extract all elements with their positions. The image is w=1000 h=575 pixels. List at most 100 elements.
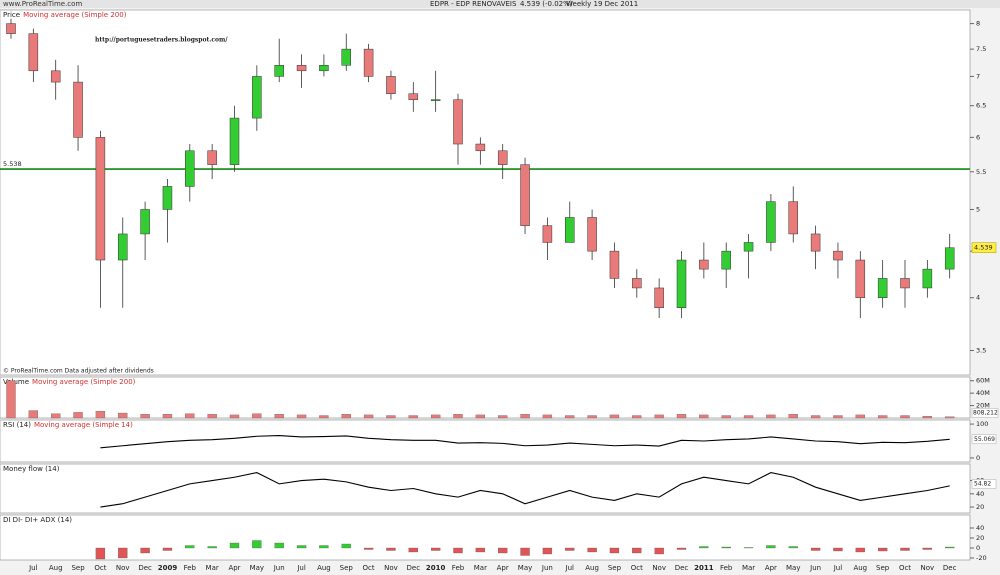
bar bbox=[609, 547, 620, 554]
bar bbox=[587, 415, 597, 419]
y-tick-label: 20 bbox=[976, 534, 984, 542]
bar bbox=[833, 415, 843, 419]
x-tick-label: Apr bbox=[765, 564, 777, 572]
candle-body bbox=[252, 76, 262, 119]
bar bbox=[699, 414, 709, 419]
candle-body bbox=[810, 233, 821, 252]
last-value-label: 54.82 bbox=[974, 480, 991, 487]
x-tick-label: Nov bbox=[652, 564, 666, 572]
site-name: www.ProRealTime.com bbox=[3, 0, 82, 8]
candle-body bbox=[118, 233, 128, 261]
last-price-label: 4.539 bbox=[974, 244, 993, 252]
x-tick-label: Aug bbox=[853, 564, 867, 572]
y-tick-label: 8 bbox=[976, 20, 980, 28]
candle-body bbox=[520, 164, 530, 226]
candle-body bbox=[788, 201, 798, 235]
candle-body bbox=[229, 117, 240, 165]
panel-title: RSI (14) bbox=[3, 421, 31, 429]
bar bbox=[118, 547, 128, 559]
y-tick-label: 3.5 bbox=[976, 347, 986, 355]
y-tick-label: 100 bbox=[976, 420, 988, 428]
candle-body bbox=[654, 287, 664, 308]
bar bbox=[296, 414, 307, 419]
candle-body bbox=[28, 33, 39, 72]
bar bbox=[855, 414, 865, 419]
x-tick-label: Sep bbox=[340, 564, 354, 572]
bar bbox=[721, 546, 731, 549]
x-tick-label: Sep bbox=[71, 564, 85, 572]
candle-body bbox=[408, 93, 419, 100]
x-tick-label: Apr bbox=[228, 564, 240, 572]
bar bbox=[274, 542, 284, 549]
candle-body bbox=[766, 201, 776, 243]
bar bbox=[788, 546, 798, 549]
bar bbox=[140, 414, 150, 419]
x-tick-label: Mar bbox=[206, 564, 219, 572]
y-tick-label: 5.5 bbox=[976, 168, 986, 176]
candle-body bbox=[565, 217, 575, 243]
bar bbox=[900, 415, 910, 419]
bar bbox=[542, 414, 553, 419]
candle-body bbox=[386, 76, 396, 94]
bar bbox=[699, 546, 709, 549]
candle-body bbox=[609, 250, 620, 279]
bar bbox=[900, 547, 910, 551]
x-tick-label: Mar bbox=[742, 564, 755, 572]
bar bbox=[207, 414, 217, 419]
bar bbox=[565, 547, 575, 551]
x-tick-label: Nov bbox=[116, 564, 130, 572]
candle-body bbox=[430, 99, 441, 101]
x-tick-label: Aug bbox=[317, 564, 331, 572]
bar bbox=[743, 547, 754, 549]
x-tick-label: May bbox=[518, 564, 532, 572]
x-tick-label: Sep bbox=[608, 564, 622, 572]
candle-body bbox=[833, 250, 843, 261]
bar bbox=[386, 547, 396, 551]
level-label: 5.538 bbox=[3, 160, 22, 168]
x-tick-label: Oct bbox=[363, 564, 375, 572]
x-tick-label: Mar bbox=[474, 564, 487, 572]
y-tick-label: 7 bbox=[976, 72, 980, 80]
candle-body bbox=[185, 150, 195, 187]
bar bbox=[51, 413, 61, 419]
y-tick-label: 20M bbox=[976, 402, 990, 410]
x-tick-label: 2011 bbox=[694, 564, 714, 572]
x-tick-label: Aug bbox=[585, 564, 599, 572]
bar bbox=[95, 547, 106, 560]
candle-body bbox=[274, 65, 284, 77]
x-tick-label: May bbox=[786, 564, 800, 572]
top-bar bbox=[0, 0, 1000, 8]
x-tick-label: Dec bbox=[138, 564, 152, 572]
bar bbox=[408, 547, 418, 553]
bar bbox=[542, 547, 553, 555]
x-tick-label: Jul bbox=[833, 564, 843, 572]
candle-body bbox=[900, 278, 910, 289]
candle-body bbox=[855, 259, 866, 298]
candle-body bbox=[475, 143, 486, 152]
last-value-box bbox=[971, 479, 997, 489]
bar bbox=[766, 414, 776, 419]
panel-title: Volume bbox=[3, 378, 29, 386]
candle-body bbox=[587, 217, 597, 252]
candle-body bbox=[453, 99, 463, 145]
x-tick-label: Apr bbox=[497, 564, 509, 572]
x-tick-label: Aug bbox=[49, 564, 63, 572]
bar bbox=[945, 546, 955, 549]
candle-body bbox=[497, 150, 508, 165]
x-tick-label: Jul bbox=[296, 564, 306, 572]
candle-body bbox=[95, 137, 106, 261]
bar bbox=[676, 414, 687, 419]
indicator-name: Moving average (Simple 200) bbox=[23, 11, 127, 19]
indicator-line bbox=[100, 435, 950, 449]
y-tick-label: 40M bbox=[976, 389, 990, 397]
candle-body bbox=[6, 23, 16, 34]
x-tick-label: Nov bbox=[921, 564, 935, 572]
candle-body bbox=[207, 150, 217, 165]
bar bbox=[632, 547, 642, 554]
quote: 4.539 (-0.02%) bbox=[520, 0, 573, 8]
x-tick-label: Sep bbox=[876, 564, 890, 572]
y-tick-label: 0 bbox=[976, 454, 980, 462]
bar bbox=[95, 411, 106, 419]
candle-body bbox=[296, 65, 307, 72]
